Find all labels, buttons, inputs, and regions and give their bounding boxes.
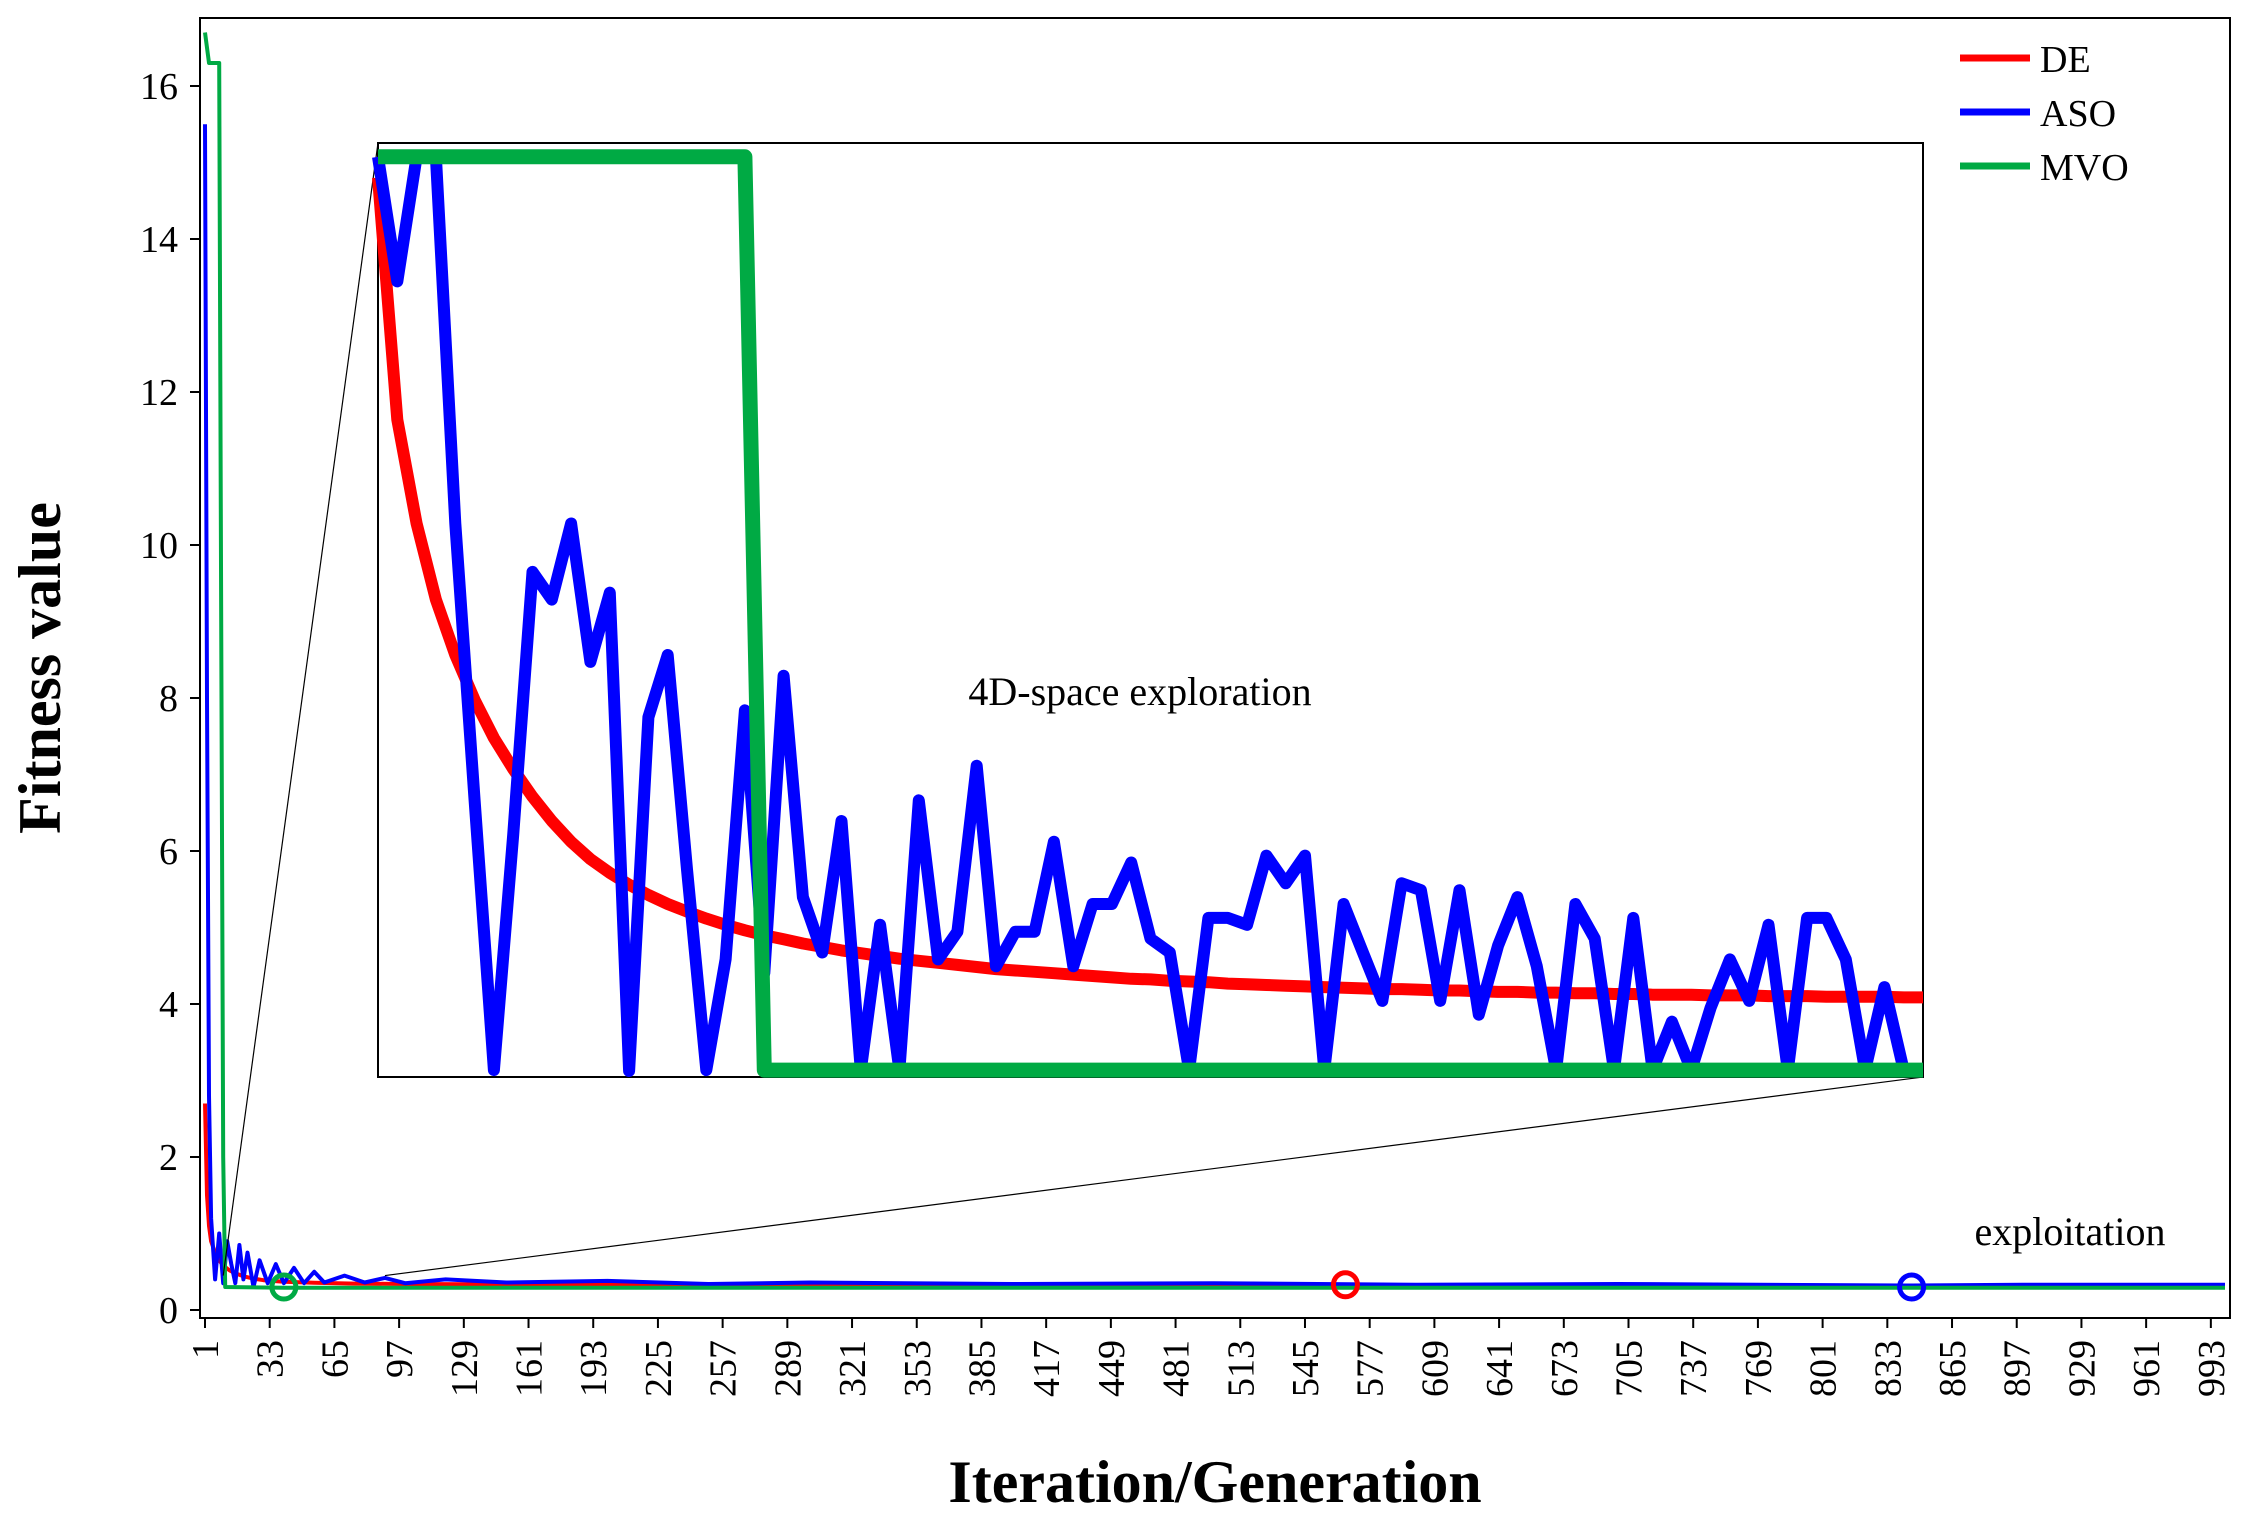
x-tick-label: 193 bbox=[573, 1340, 615, 1397]
x-tick-label: 641 bbox=[1479, 1340, 1521, 1397]
x-axis-title: Iteration/Generation bbox=[948, 1449, 1481, 1515]
y-tick-label: 14 bbox=[140, 219, 178, 261]
inset-annotation: 4D-space exploration bbox=[968, 669, 1311, 714]
y-axis-title: Fitness value bbox=[7, 502, 73, 834]
x-tick-label: 609 bbox=[1414, 1340, 1456, 1397]
x-tick-label: 961 bbox=[2126, 1340, 2168, 1397]
x-tick-label: 737 bbox=[1673, 1340, 1715, 1397]
main-series-group bbox=[203, 32, 2226, 1290]
x-tick-label: 769 bbox=[1738, 1340, 1780, 1397]
y-tick-label: 6 bbox=[159, 831, 178, 873]
x-tick-label: 513 bbox=[1220, 1340, 1262, 1397]
plot-frame bbox=[199, 17, 2231, 1319]
legend-label-mvo: MVO bbox=[2040, 147, 2129, 189]
marker-mvo bbox=[269, 1272, 299, 1302]
x-tick-label: 705 bbox=[1609, 1340, 1651, 1397]
legend: DE ASO MVO bbox=[1960, 39, 2129, 189]
x-tick-label: 161 bbox=[509, 1340, 551, 1397]
zoom-connector-right bbox=[384, 1076, 1924, 1277]
x-tick-label: 289 bbox=[767, 1340, 809, 1397]
inset-line-mvo bbox=[378, 149, 1923, 1078]
series-line-de bbox=[203, 1103, 2226, 1288]
x-tick-label: 129 bbox=[444, 1340, 486, 1397]
x-tick-label: 321 bbox=[832, 1340, 874, 1397]
series-line-mvo bbox=[203, 32, 2225, 1290]
x-tick-label: 545 bbox=[1285, 1340, 1327, 1397]
x-tick-label: 897 bbox=[1997, 1340, 2039, 1397]
x-axis-ticks: 1 33 65 97 129 161 193 225 257 289 321 353 385 417 449… bbox=[185, 1318, 2233, 1397]
x-tick-label: 673 bbox=[1544, 1340, 1586, 1397]
x-tick-label: 97 bbox=[379, 1340, 421, 1378]
x-tick-label: 833 bbox=[1867, 1340, 1909, 1397]
marker-group bbox=[269, 1270, 1927, 1302]
x-tick-label: 577 bbox=[1350, 1340, 1392, 1397]
inset-series-group bbox=[372, 149, 1923, 1078]
x-tick-label: 417 bbox=[1026, 1340, 1068, 1397]
marker-aso bbox=[1897, 1272, 1927, 1302]
legend-label-de: DE bbox=[2040, 39, 2091, 81]
x-tick-label: 865 bbox=[1932, 1340, 1974, 1397]
y-tick-label: 2 bbox=[159, 1137, 178, 1179]
x-tick-label: 801 bbox=[1803, 1340, 1845, 1397]
x-tick-label: 449 bbox=[1091, 1340, 1133, 1397]
y-tick-label: 8 bbox=[159, 678, 178, 720]
x-tick-label: 1 bbox=[185, 1340, 227, 1359]
inset-line-aso bbox=[372, 150, 1923, 1077]
x-tick-label: 65 bbox=[314, 1340, 356, 1378]
y-tick-label: 16 bbox=[140, 66, 178, 108]
exploitation-annotation: exploitation bbox=[1974, 1209, 2165, 1254]
x-tick-label: 353 bbox=[897, 1340, 939, 1397]
zoom-connector-left bbox=[222, 142, 379, 1276]
x-tick-label: 33 bbox=[250, 1340, 292, 1378]
legend-label-aso: ASO bbox=[2040, 93, 2116, 135]
y-tick-label: 10 bbox=[140, 525, 178, 567]
x-tick-label: 257 bbox=[703, 1340, 745, 1397]
y-tick-label: 12 bbox=[140, 372, 178, 414]
x-tick-label: 481 bbox=[1156, 1340, 1198, 1397]
x-tick-label: 993 bbox=[2191, 1340, 2233, 1397]
x-tick-label: 929 bbox=[2061, 1340, 2103, 1397]
marker-de bbox=[1330, 1270, 1360, 1300]
y-tick-label: 4 bbox=[159, 984, 178, 1026]
x-tick-label: 385 bbox=[961, 1340, 1003, 1397]
y-axis-ticks: 0 2 4 6 8 10 12 14 16 bbox=[140, 66, 200, 1332]
y-tick-label: 0 bbox=[159, 1290, 178, 1332]
x-tick-label: 225 bbox=[638, 1340, 680, 1397]
